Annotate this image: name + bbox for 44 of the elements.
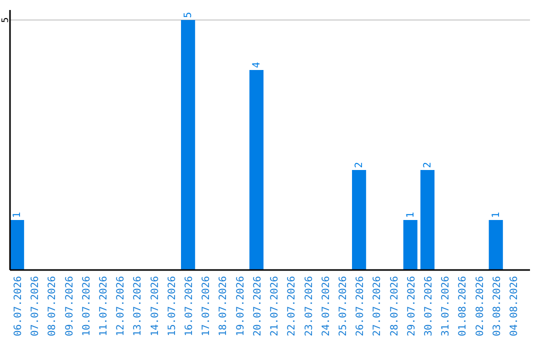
data-label: 5 [183, 12, 194, 18]
data-label: 1 [12, 212, 24, 218]
x-tick-label: 18.07.2026 [218, 276, 230, 336]
x-tick-label: 01.08.2026 [458, 276, 469, 336]
x-tick-label: 26.07.2026 [355, 276, 366, 336]
data-label: 1 [405, 212, 416, 218]
x-tick-label: 12.07.2026 [116, 276, 127, 336]
x-tick-label: 02.08.2026 [474, 276, 486, 336]
x-tick-label: 27.07.2026 [372, 276, 384, 336]
x-tick-label: 08.07.2026 [47, 276, 58, 336]
x-tick-label: 07.07.2026 [30, 276, 42, 336]
x-tick-label: 19.07.2026 [235, 276, 246, 336]
data-label: 1 [490, 212, 502, 218]
bar [352, 170, 366, 270]
x-tick-label: 14.07.2026 [150, 276, 161, 336]
x-tick-label: 04.08.2026 [508, 276, 520, 336]
x-tick-label: 16.07.2026 [184, 276, 196, 336]
bar [403, 220, 418, 270]
bar [249, 70, 264, 270]
x-tick-label: 30.07.2026 [423, 276, 434, 336]
x-tick-label: 10.07.2026 [81, 276, 92, 336]
x-tick-label: 22.07.2026 [286, 276, 298, 336]
x-tick-label: 21.07.2026 [270, 276, 281, 336]
data-label: 4 [251, 62, 262, 68]
x-tick-label: 29.07.2026 [406, 276, 418, 336]
x-tick-label: 23.07.2026 [304, 276, 315, 336]
bar [488, 220, 503, 270]
x-tick-label: 03.08.2026 [492, 276, 503, 336]
x-tick-label: 24.07.2026 [320, 276, 332, 336]
bar [10, 220, 24, 270]
x-tick-label: 13.07.2026 [132, 276, 144, 336]
x-tick-label: 11.07.2026 [98, 276, 110, 336]
data-label: 2 [422, 162, 434, 168]
x-tick-label: 28.07.2026 [389, 276, 400, 336]
bar [181, 20, 196, 270]
x-tick-label: 25.07.2026 [338, 276, 349, 336]
data-label: 2 [354, 162, 366, 168]
x-tick-label: 31.07.2026 [440, 276, 452, 336]
x-tick-label: 09.07.2026 [64, 276, 76, 336]
x-tick-label: 17.07.2026 [201, 276, 212, 336]
x-tick-label: 20.07.2026 [252, 276, 264, 336]
x-tick-label: 06.07.2026 [13, 276, 24, 336]
x-tick-label: 15.07.2026 [166, 276, 178, 336]
bar [420, 170, 434, 270]
